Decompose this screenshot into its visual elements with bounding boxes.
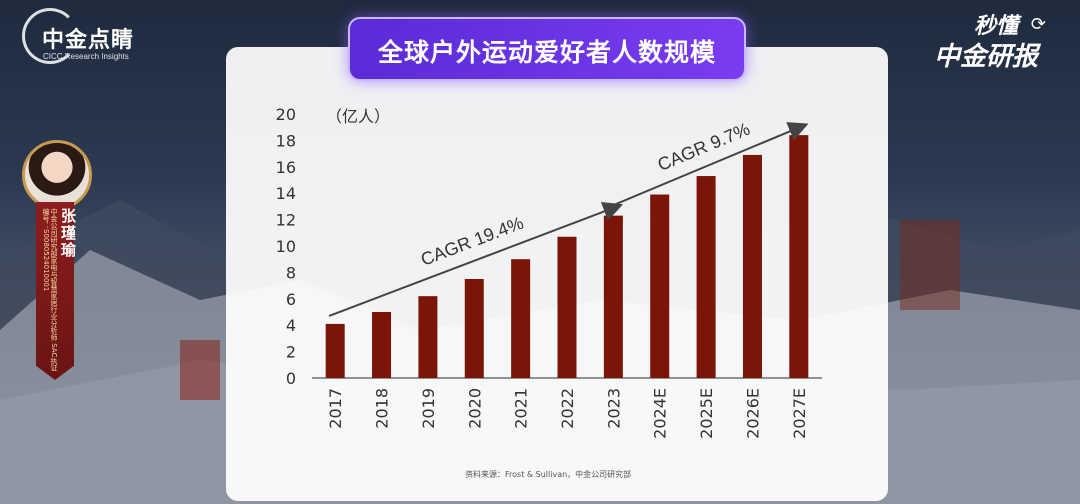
presenter-role: 中金公司研究部家电与智慧家居行业分析师 SAC执证编号：S00805240100… — [42, 208, 58, 372]
source-note: 资料来源：Frost & Sullivan，中金公司研究部 — [465, 470, 632, 479]
presenter-card: 张瑾瑜 中金公司研究部家电与智慧家居行业分析师 SAC执证编号：S0080524… — [18, 140, 92, 380]
presenter-name: 张瑾瑜 — [59, 208, 77, 259]
brand-swoosh-icon: ⟳ — [1030, 14, 1046, 35]
logo-name: 中金点睛 — [42, 28, 135, 53]
cicc-insights-logo: 中金点睛 CICC Research Insights — [22, 8, 162, 66]
avatar — [22, 140, 92, 210]
brand-line2: 中金研报 — [933, 42, 1038, 72]
brand-line1: 秒懂 — [973, 14, 1018, 39]
chart-panel — [226, 47, 888, 501]
chart-title: 全球户外运动爱好者人数规模 — [377, 38, 716, 67]
chart-title-box: 全球户外运动爱好者人数规模 — [348, 17, 746, 81]
logo-ring-icon — [22, 8, 78, 64]
presenter-banner — [36, 202, 74, 380]
brand-logo: 秒懂 ⟳ 中金研报 — [926, 6, 1056, 72]
logo-subtitle: CICC Research Insights — [43, 52, 129, 61]
